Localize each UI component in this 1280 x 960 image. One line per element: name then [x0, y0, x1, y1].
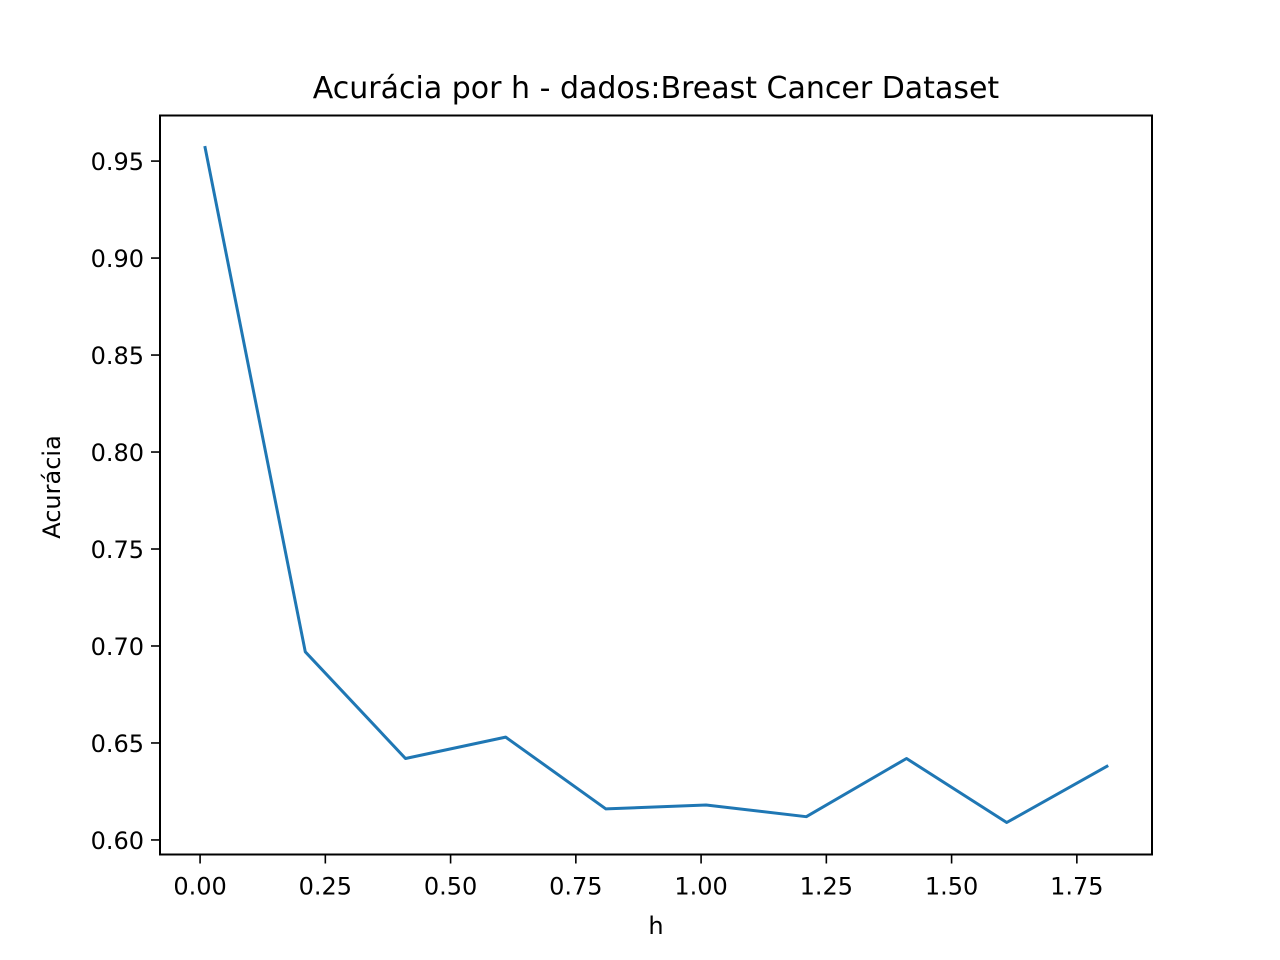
- y-tick-label: 0.80: [91, 439, 144, 467]
- y-tick-label: 0.85: [91, 342, 144, 370]
- y-tick-label: 0.75: [91, 536, 144, 564]
- y-tick-label: 0.70: [91, 633, 144, 661]
- x-axis-label: h: [648, 912, 663, 940]
- x-tick-label: 1.75: [1050, 873, 1103, 901]
- x-axis: 0.00 0.25 0.50 0.75 1.00 1.25 1.50 1.75: [173, 854, 1104, 901]
- x-tick-label: 1.25: [800, 873, 853, 901]
- plot-area: [203, 145, 1109, 824]
- y-tick-label: 0.95: [91, 148, 144, 176]
- x-tick-label: 0.75: [549, 873, 602, 901]
- series-line: [203, 145, 1109, 824]
- plot-frame: [159, 114, 1153, 856]
- y-tick-label: 0.60: [91, 827, 144, 855]
- y-tick-label: 0.90: [91, 245, 144, 273]
- y-axis: 0.60 0.65 0.70 0.75 0.80 0.85 0.90 0.95: [91, 148, 160, 855]
- chart-title: Acurácia por h - dados:Breast Cancer Dat…: [313, 71, 1000, 106]
- x-tick-label: 0.25: [299, 873, 352, 901]
- x-tick-label: 1.50: [925, 873, 978, 901]
- y-tick-label: 0.65: [91, 730, 144, 758]
- x-tick-label: 0.50: [424, 873, 477, 901]
- y-axis-label: Acurácia: [38, 435, 66, 539]
- x-tick-label: 0.00: [173, 873, 226, 901]
- x-tick-label: 1.00: [674, 873, 727, 901]
